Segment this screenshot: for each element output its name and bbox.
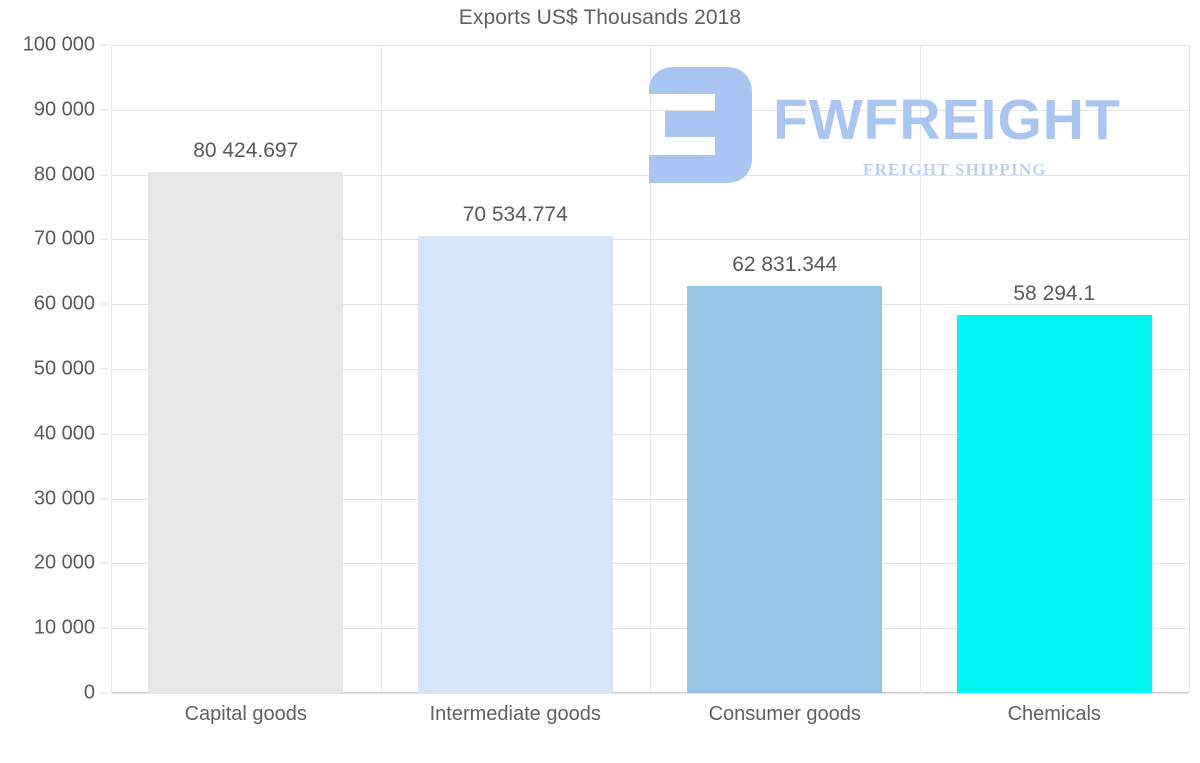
gridline-vertical [111, 45, 112, 693]
bar[interactable] [956, 315, 1152, 693]
gridline-vertical [381, 45, 382, 693]
y-axis-tick-label: 40 000 [33, 422, 95, 445]
y-axis-tick-label: 10 000 [33, 616, 95, 639]
y-axis-tick-label: 90 000 [33, 98, 95, 121]
gridline-vertical [650, 45, 651, 693]
y-axis-tick-label: 30 000 [33, 487, 95, 510]
y-axis-tick-mark [100, 627, 108, 629]
y-axis-tick-label: 0 [83, 681, 95, 704]
gridline-vertical [1189, 45, 1190, 693]
y-axis-tick-mark [100, 368, 108, 370]
y-axis-tick-mark [100, 109, 108, 111]
plot-area: 80 424.697 70 534.774 62 831.344 58 294.1 [111, 45, 1190, 694]
y-axis-tick-label: 70 000 [33, 227, 95, 250]
bar[interactable] [687, 285, 883, 693]
y-axis-tick-label: 60 000 [33, 292, 95, 315]
y-axis-tick-label: 50 000 [33, 357, 95, 380]
gridline-vertical [920, 45, 921, 693]
x-axis-category-label: Consumer goods [708, 703, 861, 725]
gridline-horizontal [111, 693, 1189, 694]
chart-title: Exports US$ Thousands 2018 [458, 6, 742, 29]
y-axis-tick-mark [100, 433, 108, 435]
x-axis-category-label: Intermediate goods [429, 703, 601, 725]
y-axis-tick-label: 100 000 [22, 33, 95, 56]
y-axis-tick-mark [100, 44, 108, 46]
y-axis-tick-label: 80 000 [33, 163, 95, 186]
bar-value-label: 62 831.344 [732, 252, 838, 276]
bar-value-label: 80 424.697 [193, 138, 299, 162]
y-axis-tick-mark [100, 238, 108, 240]
x-axis-category-label: Capital goods [184, 703, 307, 725]
bar[interactable] [148, 171, 344, 693]
bar-value-label: 70 534.774 [462, 202, 568, 226]
y-axis-tick-label: 20 000 [33, 551, 95, 574]
y-axis-tick-mark [100, 562, 108, 564]
bar[interactable] [417, 235, 613, 693]
y-axis-tick-mark [100, 303, 108, 305]
bar-value-label: 58 294.1 [1013, 282, 1096, 306]
x-axis-category-label: Chemicals [1007, 703, 1101, 725]
y-axis-tick-mark [100, 498, 108, 500]
y-axis-tick-mark [100, 692, 108, 694]
y-axis-tick-mark [100, 174, 108, 176]
